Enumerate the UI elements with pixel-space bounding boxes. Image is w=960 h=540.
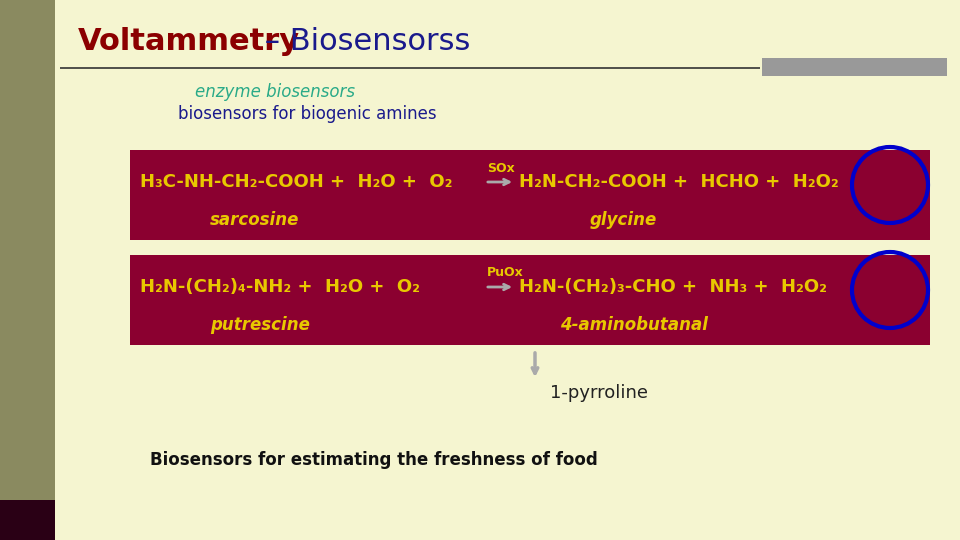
Text: sarcosine: sarcosine bbox=[210, 211, 300, 229]
Text: enzyme biosensors: enzyme biosensors bbox=[195, 83, 355, 101]
Text: putrescine: putrescine bbox=[210, 316, 310, 334]
Text: SOx: SOx bbox=[487, 161, 515, 174]
Text: H₂N-(CH₂)₄-NH₂ +  H₂O +  O₂: H₂N-(CH₂)₄-NH₂ + H₂O + O₂ bbox=[140, 278, 420, 296]
Text: PuOx: PuOx bbox=[487, 267, 524, 280]
Text: Biosensors for estimating the freshness of food: Biosensors for estimating the freshness … bbox=[150, 451, 598, 469]
FancyBboxPatch shape bbox=[0, 0, 55, 540]
Text: H₃C-NH-CH₂-COOH +  H₂O +  O₂: H₃C-NH-CH₂-COOH + H₂O + O₂ bbox=[140, 173, 452, 191]
Text: Voltammetry: Voltammetry bbox=[78, 28, 300, 57]
FancyBboxPatch shape bbox=[762, 58, 947, 76]
Text: H₂N-CH₂-COOH +  HCHO +  H₂O₂: H₂N-CH₂-COOH + HCHO + H₂O₂ bbox=[519, 173, 839, 191]
Text: H₂N-(CH₂)₃-CHO +  NH₃ +  H₂O₂: H₂N-(CH₂)₃-CHO + NH₃ + H₂O₂ bbox=[519, 278, 827, 296]
Text: glycine: glycine bbox=[590, 211, 658, 229]
Text: biosensors for biogenic amines: biosensors for biogenic amines bbox=[178, 105, 437, 123]
Text: 4-aminobutanal: 4-aminobutanal bbox=[560, 316, 708, 334]
FancyBboxPatch shape bbox=[130, 150, 930, 240]
FancyBboxPatch shape bbox=[130, 255, 930, 345]
FancyBboxPatch shape bbox=[0, 500, 55, 540]
Text: – Biosensorss: – Biosensorss bbox=[255, 28, 470, 57]
Text: 1-pyrroline: 1-pyrroline bbox=[550, 384, 648, 402]
